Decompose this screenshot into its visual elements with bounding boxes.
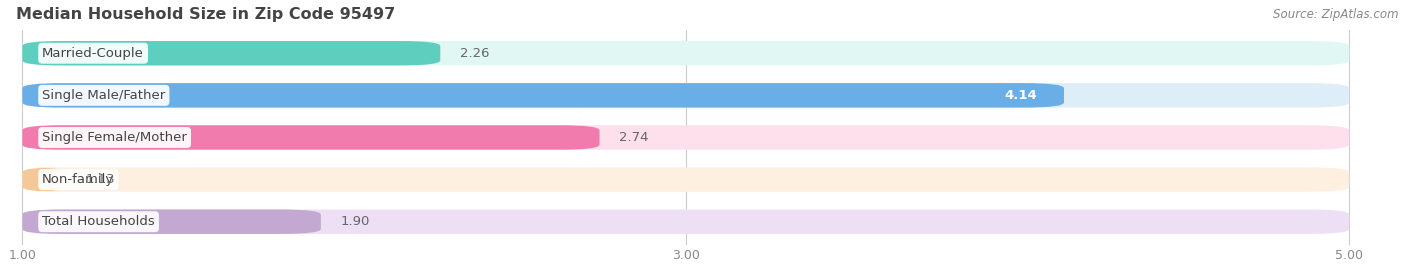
FancyBboxPatch shape	[22, 41, 440, 65]
FancyBboxPatch shape	[22, 210, 321, 234]
Text: Median Household Size in Zip Code 95497: Median Household Size in Zip Code 95497	[15, 7, 395, 22]
FancyBboxPatch shape	[22, 83, 1350, 108]
FancyBboxPatch shape	[22, 167, 66, 192]
FancyBboxPatch shape	[22, 41, 1350, 65]
Text: 2.74: 2.74	[620, 131, 650, 144]
FancyBboxPatch shape	[22, 125, 599, 150]
Text: Married-Couple: Married-Couple	[42, 47, 143, 60]
Text: Total Households: Total Households	[42, 215, 155, 228]
FancyBboxPatch shape	[22, 125, 1350, 150]
FancyBboxPatch shape	[22, 167, 1350, 192]
FancyBboxPatch shape	[22, 83, 1064, 108]
Text: 1.13: 1.13	[86, 173, 115, 186]
FancyBboxPatch shape	[22, 210, 1350, 234]
Text: Single Female/Mother: Single Female/Mother	[42, 131, 187, 144]
Text: Source: ZipAtlas.com: Source: ZipAtlas.com	[1274, 8, 1399, 21]
Text: Single Male/Father: Single Male/Father	[42, 89, 166, 102]
Text: 1.90: 1.90	[340, 215, 370, 228]
Text: 4.14: 4.14	[1005, 89, 1038, 102]
Text: 2.26: 2.26	[460, 47, 489, 60]
Text: Non-family: Non-family	[42, 173, 114, 186]
